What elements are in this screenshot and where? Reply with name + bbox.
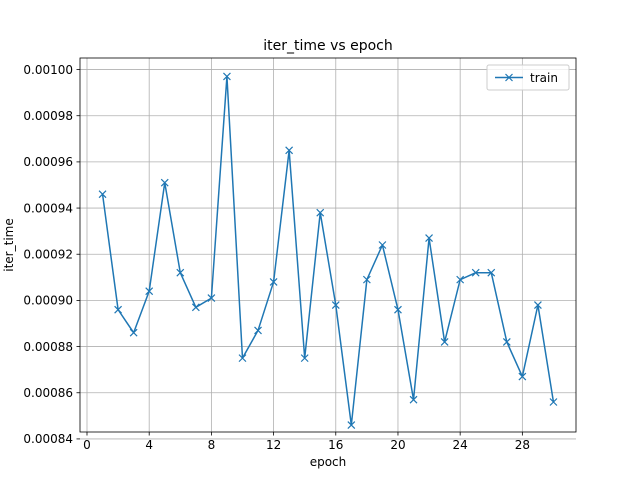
y-tick-label: 0.00092 <box>23 248 73 262</box>
x-tick-label: 4 <box>145 438 153 452</box>
data-point <box>471 268 480 277</box>
chart-title: iter_time vs epoch <box>263 38 393 54</box>
data-point <box>160 178 169 187</box>
data-point <box>176 268 185 277</box>
y-tick-label: 0.00088 <box>23 340 73 354</box>
legend-label-train: train <box>530 71 558 85</box>
y-tick-label: 0.00090 <box>23 294 73 308</box>
data-point <box>238 354 247 363</box>
y-tick-label: 0.00084 <box>23 432 73 446</box>
data-point <box>207 294 216 303</box>
grid <box>80 58 576 440</box>
data-point <box>533 301 542 309</box>
y-tick-label: 0.00094 <box>23 201 73 215</box>
legend-box <box>486 64 570 91</box>
data-point <box>145 287 154 296</box>
axis-ticks: 0 4 8 12 16 20 24 28 0.00084 0.00086 0.00088 0.0009… <box>23 63 530 452</box>
data-point <box>331 301 340 309</box>
data-point <box>440 338 449 346</box>
x-tick-label: 24 <box>453 438 468 452</box>
data-point <box>300 354 309 363</box>
legend-marker-x-icon <box>505 73 513 82</box>
x-tick-label: 12 <box>266 438 281 452</box>
data-point <box>129 328 138 337</box>
data-point <box>269 278 278 286</box>
y-tick-label: 0.00096 <box>23 155 73 169</box>
y-tick-label: 0.00098 <box>23 109 73 123</box>
data-point <box>316 208 325 217</box>
data-point <box>549 398 558 406</box>
data-point <box>362 275 371 284</box>
data-point <box>487 268 496 277</box>
x-tick-label: 8 <box>208 438 216 452</box>
data-point <box>98 190 107 199</box>
data-point <box>285 146 294 155</box>
x-tick-label: 28 <box>515 438 530 452</box>
y-axis-label: iter_time <box>2 218 16 271</box>
data-point <box>347 421 356 429</box>
y-tick-label: 0.00100 <box>23 63 73 77</box>
data-point <box>425 234 433 242</box>
series-line-train <box>101 75 555 426</box>
legend-x-mark <box>505 73 513 82</box>
x-tick-label: 16 <box>328 438 343 452</box>
x-tick-label: 20 <box>390 438 405 452</box>
data-point <box>114 305 123 314</box>
legend: train <box>486 64 570 91</box>
data-point <box>518 372 527 381</box>
plot-frame <box>79 57 577 433</box>
data-point <box>394 305 402 314</box>
data-point <box>409 395 418 404</box>
data-point <box>456 275 465 284</box>
series-layer <box>98 72 558 429</box>
data-point <box>502 338 511 346</box>
data-point <box>191 303 200 312</box>
x-tick-label: 0 <box>83 438 91 452</box>
data-point <box>254 326 262 335</box>
data-point <box>378 241 387 249</box>
x-axis-label: epoch <box>310 455 347 469</box>
y-tick-label: 0.00086 <box>23 386 73 400</box>
data-point <box>223 72 231 81</box>
